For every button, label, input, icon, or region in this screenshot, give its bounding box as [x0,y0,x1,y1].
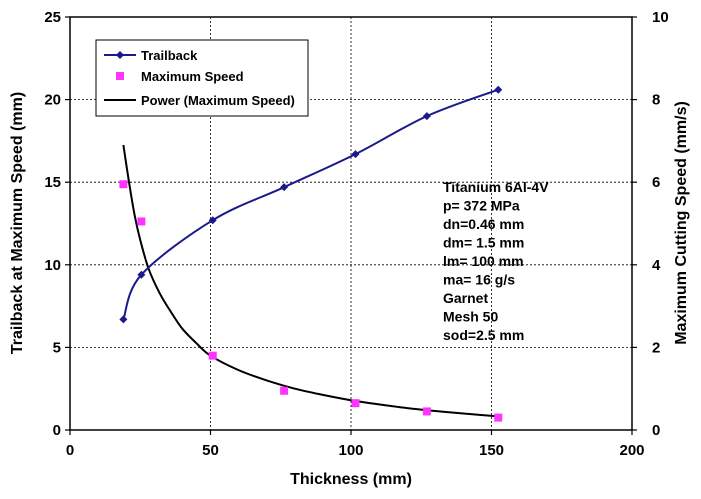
series-line [122,144,499,418]
annotation-line: lm= 100 mm [443,253,524,269]
series-2 [122,144,499,418]
y-right-tick-label: 0 [652,422,660,439]
annotation-line: Garnet [443,290,488,306]
y-right-tick-label: 4 [652,257,661,274]
y-left-tick-label: 5 [53,339,61,356]
trailback-point [422,112,431,121]
y-left-tick-label: 15 [44,174,61,191]
annotation-line: sod=2.5 mm [443,327,524,343]
annotation-line: dn=0.46 mm [443,216,524,232]
max-speed-point [137,217,146,226]
max-speed-point [208,351,217,360]
max-speed-point [422,407,431,416]
trailback-point [208,216,217,225]
y-right-tick-labels: 0 2 4 6 8 10 [652,9,669,439]
max-speed-point [494,413,503,422]
series-0 [119,85,503,324]
annotation-line: p= 372 MPa [443,198,520,214]
x-axis-title: Thickness (mm) [290,471,412,488]
trailback-point [280,183,289,192]
y-left-axis-title: Trailback at Maximum Speed (mm) [9,92,26,354]
annotation-line: Mesh 50 [443,309,498,325]
y-right-tick-label: 10 [652,9,669,26]
series-1 [119,180,503,422]
trailback-point [351,150,360,159]
y-right-axis-title: Maximum Cutting Speed (mm/s) [673,101,690,345]
legend-box [95,39,309,117]
y-right-tick-label: 6 [652,174,660,191]
y-left-tick-label: 25 [44,9,61,26]
y-left-tick-label: 20 [44,92,61,109]
material-annotation: Titanium 6Al-4V p= 372 MPa dn=0.46 mm dm= 1… [443,179,549,343]
series-layer [119,85,503,422]
legend-trailback-label: Trailback [141,48,198,63]
y-left-tick-label: 0 [53,422,61,439]
x-tick-label: 0 [66,442,74,459]
legend-max-speed-label: Maximum Speed [141,69,244,84]
legend: Trailback Maximum Speed Power (Maximum S… [95,39,309,117]
y-left-tick-labels: 0 5 10 15 20 25 [44,9,61,439]
y-left-tick-label: 10 [44,257,61,274]
legend-max-speed-marker [116,72,124,80]
trailback-point [494,85,503,94]
x-tick-label: 50 [202,442,219,459]
y-right-tick-label: 2 [652,339,660,356]
x-tick-labels: 0 50 100 150 200 [66,442,645,459]
trailback-point [137,270,146,279]
tick-marks [65,16,637,435]
annotation-line: ma= 16 g/s [443,272,515,288]
x-tick-label: 200 [619,442,644,459]
trailback-point [119,315,128,324]
max-speed-point [280,386,289,395]
legend-trailback-marker [116,51,124,59]
annotation-line: dm= 1.5 mm [443,235,524,251]
legend-power-label: Power (Maximum Speed) [141,93,295,108]
x-tick-label: 100 [338,442,363,459]
y-right-tick-label: 8 [652,92,660,109]
max-speed-point [119,180,128,189]
x-tick-label: 150 [479,442,504,459]
annotation-line: Titanium 6Al-4V [443,179,549,195]
max-speed-point [351,399,360,408]
